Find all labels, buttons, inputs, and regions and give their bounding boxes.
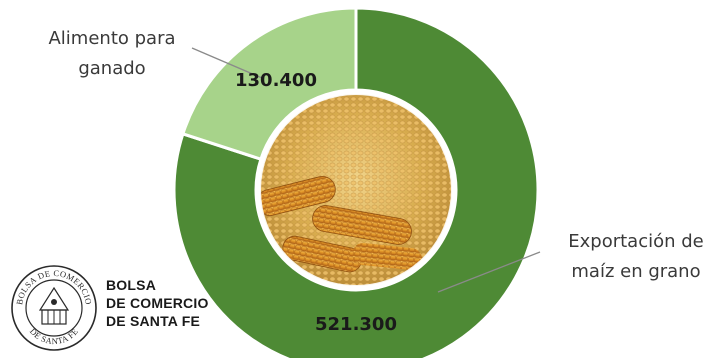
export-leader-line [437, 251, 541, 293]
export-value-label: 521.300 [315, 314, 397, 335]
export-category-label-line2: maíz en grano [571, 261, 700, 282]
feed-category-label-line1: Alimento para [48, 28, 175, 49]
feed-category-label-line2: ganado [78, 58, 145, 79]
export-category-label-line1: Exportación de [568, 231, 704, 252]
feed-leader-line [191, 47, 263, 79]
feed-value-label: 130.400 [235, 70, 317, 91]
seal-emblem-icon: BOLSA DE COMERCIO DE SANTA FE [11, 265, 97, 351]
logo-line-1: BOLSA [106, 277, 156, 293]
bolsa-comercio-logo: BOLSA DE COMERCIO DE SANTA FE BOLSA DE C… [8, 262, 248, 354]
logo-line-3: DE SANTA FE [106, 313, 200, 329]
logo-line-2: DE COMERCIO [106, 295, 209, 311]
corn-kernels-and-cobs-photo [256, 90, 456, 290]
logo-text: BOLSA DE COMERCIO DE SANTA FE [106, 276, 209, 330]
